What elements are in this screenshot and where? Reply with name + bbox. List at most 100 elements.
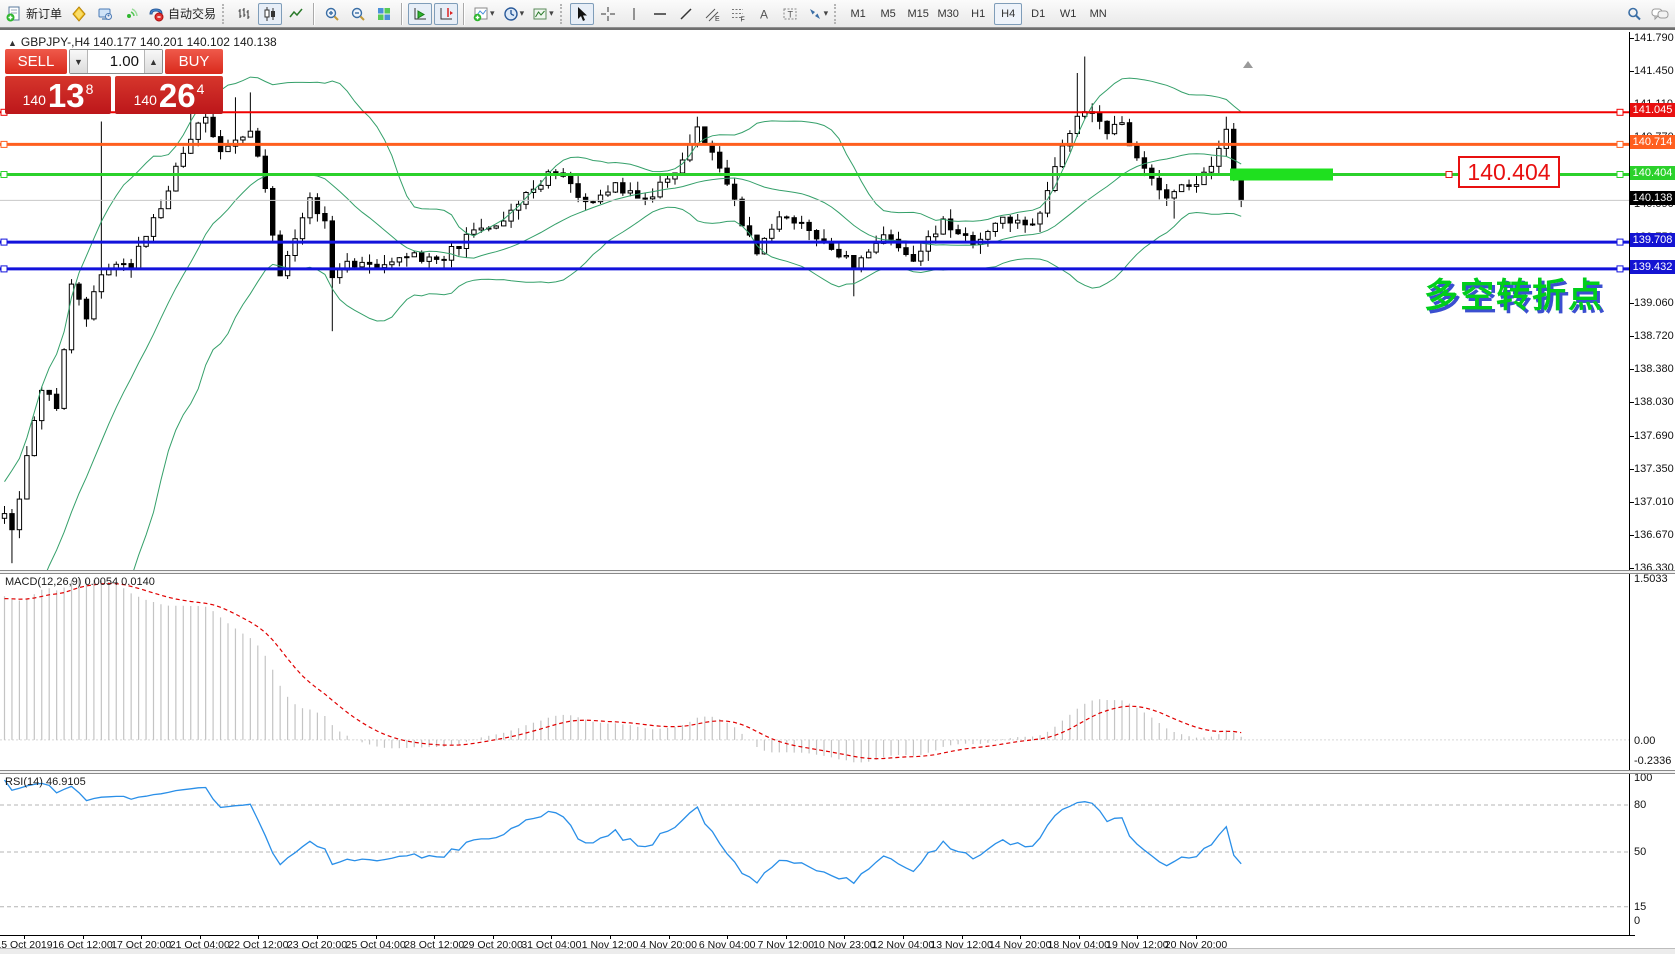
- fibonacci-tool-button[interactable]: F: [726, 3, 750, 25]
- svg-text:F: F: [740, 16, 744, 22]
- price-tick-mark: [1629, 369, 1634, 371]
- collapse-trade-panel-icon[interactable]: ▲: [8, 38, 17, 48]
- chart-shift-marker[interactable]: [1243, 61, 1253, 68]
- metaeditor-button[interactable]: [67, 3, 91, 25]
- svg-text:T: T: [787, 9, 793, 19]
- price-callout-box[interactable]: 140.404: [1458, 156, 1560, 188]
- periods-dropdown-arrow[interactable]: ▾: [519, 8, 525, 18]
- panel-splitter[interactable]: [0, 770, 1675, 774]
- time-axis-label: 17 Oct 20:00: [111, 939, 172, 951]
- buy-price-prefix: 140: [133, 92, 157, 108]
- candlestick-chart-button[interactable]: [258, 2, 283, 25]
- panel-splitter[interactable]: [0, 570, 1675, 574]
- sell-price-display[interactable]: 140 13 8: [5, 76, 111, 114]
- one-click-trading-panel: SELL ▼ 1.00 ▲ BUY 140 13 8 140 26 4: [5, 49, 223, 114]
- signals-icon: [123, 6, 139, 22]
- templates-button[interactable]: ▾: [529, 3, 557, 25]
- arrows-tool-button[interactable]: ▾: [804, 3, 832, 25]
- macd-plot[interactable]: [0, 573, 1629, 771]
- horizontal-line-tool-button[interactable]: [648, 3, 672, 25]
- timeframe-button-m30[interactable]: M30: [937, 7, 959, 20]
- line-chart-button[interactable]: [284, 3, 308, 25]
- vertical-line-tool-button[interactable]: [622, 3, 646, 25]
- time-axis-label: 12 Nov 04:00: [871, 939, 935, 951]
- price-tick-mark: [1629, 534, 1634, 536]
- rsi-label: RSI(14) 46.9105: [5, 776, 86, 788]
- time-axis-label: 21 Oct 04:00: [169, 939, 230, 951]
- new-order-button[interactable]: 新订单: [3, 3, 65, 25]
- auto-trading-button[interactable]: 自动交易: [145, 3, 219, 25]
- time-tick-mark: [1196, 935, 1197, 939]
- zoom-in-button[interactable]: [320, 3, 344, 25]
- zoom-out-icon: [350, 6, 366, 22]
- auto-scroll-button[interactable]: [408, 2, 433, 25]
- chat-button[interactable]: [1648, 3, 1672, 25]
- equidistant-channel-tool-button[interactable]: E: [700, 3, 724, 25]
- price-line-label: 140.714: [1630, 135, 1675, 150]
- timeframe-button-mn[interactable]: MN: [1089, 7, 1107, 20]
- periods-button[interactable]: ▾: [500, 3, 528, 25]
- tile-windows-icon: [376, 6, 392, 22]
- time-axis-label: 4 Nov 20:00: [640, 939, 697, 951]
- timeframe-button-m1[interactable]: M1: [850, 7, 866, 20]
- buy-button[interactable]: BUY: [165, 49, 223, 74]
- time-axis-label: 13 Nov 12:00: [930, 939, 993, 951]
- time-axis-label: 10 Nov 23:00: [813, 939, 876, 951]
- price-tick-mark: [1629, 303, 1634, 304]
- time-tick-mark: [844, 935, 846, 939]
- rsi-plot[interactable]: [0, 773, 1629, 935]
- price-tick-mark: [1629, 501, 1634, 503]
- bar-chart-button[interactable]: [232, 3, 256, 25]
- toolbar-separator: [401, 2, 404, 25]
- timeframe-group: M1 M5 M15 M30 H1 H4 D1 W1 MN: [843, 2, 1113, 25]
- price-line-label: 139.432: [1630, 259, 1675, 274]
- timeframe-button-w1[interactable]: W1: [1059, 7, 1077, 20]
- sell-button[interactable]: SELL: [5, 49, 67, 74]
- volume-decrease-button[interactable]: ▼: [70, 50, 88, 73]
- macd-label: MACD(12,26,9) 0.0054 0.0140: [5, 576, 155, 588]
- trendline-tool-button[interactable]: [674, 3, 698, 25]
- chart-shift-button[interactable]: [434, 2, 459, 25]
- tile-windows-button[interactable]: [372, 3, 396, 25]
- templates-dropdown-arrow[interactable]: ▾: [549, 8, 554, 18]
- price-line-label: 139.708: [1630, 233, 1675, 248]
- zoom-out-button[interactable]: [346, 3, 370, 25]
- timeframe-button-m5[interactable]: M5: [880, 7, 896, 20]
- time-tick-mark: [727, 935, 729, 939]
- crosshair-tool-button[interactable]: [596, 3, 620, 25]
- cursor-tool-button[interactable]: [569, 2, 594, 25]
- search-button[interactable]: [1622, 3, 1646, 25]
- time-axis-label: 15 Oct 2019: [0, 939, 53, 951]
- time-axis-label: 20 Nov 20:00: [1164, 939, 1228, 951]
- time-tick-mark: [610, 935, 611, 939]
- volume-increase-button[interactable]: ▲: [144, 50, 162, 73]
- time-axis-label: 6 Nov 04:00: [698, 939, 756, 951]
- timeframe-button-d1[interactable]: D1: [1031, 7, 1046, 20]
- time-axis-label: 7 Nov 12:00: [757, 939, 815, 951]
- buy-price-display[interactable]: 140 26 4: [115, 76, 223, 114]
- time-tick-mark: [199, 935, 201, 939]
- main-price-plot[interactable]: [0, 32, 1629, 573]
- community-button[interactable]: [93, 3, 117, 25]
- timeframe-button-h4[interactable]: H4: [994, 2, 1023, 25]
- indicators-dropdown-arrow[interactable]: ▾: [490, 8, 495, 18]
- text-tool-button[interactable]: A: [752, 3, 776, 25]
- price-line-label: 141.045: [1630, 103, 1675, 118]
- indicators-button[interactable]: ▾: [470, 3, 498, 25]
- price-tick-mark: [1629, 402, 1634, 404]
- trendline-icon: [678, 6, 694, 22]
- volume-value[interactable]: 1.00: [109, 53, 139, 70]
- arrows-dropdown-arrow[interactable]: ▾: [823, 8, 829, 18]
- signals-button[interactable]: [119, 3, 143, 25]
- time-axis-label: 31 Oct 04:00: [521, 939, 582, 951]
- text-label-tool-button[interactable]: T: [778, 3, 802, 25]
- chinese-annotation[interactable]: 多空转折点: [1424, 277, 1604, 315]
- price-axis-line: [1629, 32, 1630, 935]
- timeframe-button-m15[interactable]: M15: [907, 7, 929, 20]
- time-tick-mark: [82, 935, 84, 939]
- main-toolbar: 新订单 自动交易: [0, 0, 1675, 28]
- time-tick-mark: [785, 935, 787, 939]
- price-tick-label: 138.720: [1634, 330, 1674, 343]
- timeframe-button-h1[interactable]: H1: [971, 7, 986, 20]
